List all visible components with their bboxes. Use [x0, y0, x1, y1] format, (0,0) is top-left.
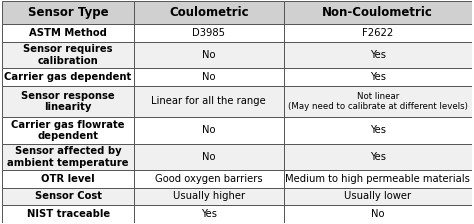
Bar [134, 170, 284, 188]
Text: Not linear
(May need to calibrate at different levels): Not linear (May need to calibrate at dif… [288, 92, 468, 111]
Text: Sensor Type: Sensor Type [28, 6, 109, 19]
Text: Yes: Yes [201, 209, 217, 219]
Text: Sensor affected by
ambient temperature: Sensor affected by ambient temperature [7, 146, 129, 168]
Bar [134, 205, 284, 223]
Bar [284, 188, 472, 205]
Bar [134, 1, 284, 24]
Bar [2, 170, 134, 188]
Bar [134, 86, 284, 117]
Bar [2, 117, 134, 144]
Text: F2622: F2622 [362, 28, 393, 38]
Bar [134, 24, 284, 42]
Bar [134, 42, 284, 68]
Text: Non-Coulometric: Non-Coulometric [322, 6, 433, 19]
Text: Sensor response
linearity: Sensor response linearity [21, 91, 115, 112]
Bar [284, 24, 472, 42]
Bar [284, 205, 472, 223]
Text: Yes: Yes [370, 72, 386, 82]
Text: Sensor requires
calibration: Sensor requires calibration [23, 44, 113, 66]
Bar [2, 188, 134, 205]
Text: OTR level: OTR level [41, 174, 95, 184]
Text: No: No [202, 72, 216, 82]
Bar [284, 144, 472, 170]
Text: Good oxygen barriers: Good oxygen barriers [155, 174, 263, 184]
Text: Carrier gas dependent: Carrier gas dependent [4, 72, 132, 82]
Text: Medium to high permeable materials: Medium to high permeable materials [285, 174, 470, 184]
Text: No: No [202, 125, 216, 136]
Bar [284, 86, 472, 117]
Text: NIST traceable: NIST traceable [27, 209, 109, 219]
Text: ASTM Method: ASTM Method [29, 28, 107, 38]
Text: Yes: Yes [370, 152, 386, 162]
Bar [2, 86, 134, 117]
Bar [2, 68, 134, 86]
Text: Yes: Yes [370, 50, 386, 60]
Text: Linear for all the range: Linear for all the range [152, 97, 266, 106]
Text: Usually lower: Usually lower [344, 192, 411, 201]
Bar [2, 1, 134, 24]
Text: No: No [202, 152, 216, 162]
Text: Yes: Yes [370, 125, 386, 136]
Bar [284, 117, 472, 144]
Bar [2, 205, 134, 223]
Text: No: No [371, 209, 384, 219]
Bar [2, 24, 134, 42]
Text: No: No [202, 50, 216, 60]
Bar [284, 68, 472, 86]
Bar [134, 68, 284, 86]
Bar [284, 42, 472, 68]
Bar [134, 117, 284, 144]
Bar [284, 170, 472, 188]
Text: D3985: D3985 [192, 28, 225, 38]
Bar [284, 1, 472, 24]
Text: Sensor Cost: Sensor Cost [35, 192, 101, 201]
Text: Carrier gas flowrate
dependent: Carrier gas flowrate dependent [11, 120, 125, 141]
Text: Coulometric: Coulometric [169, 6, 249, 19]
Bar [134, 188, 284, 205]
Bar [2, 42, 134, 68]
Bar [2, 144, 134, 170]
Text: Usually higher: Usually higher [173, 192, 245, 201]
Bar [134, 144, 284, 170]
